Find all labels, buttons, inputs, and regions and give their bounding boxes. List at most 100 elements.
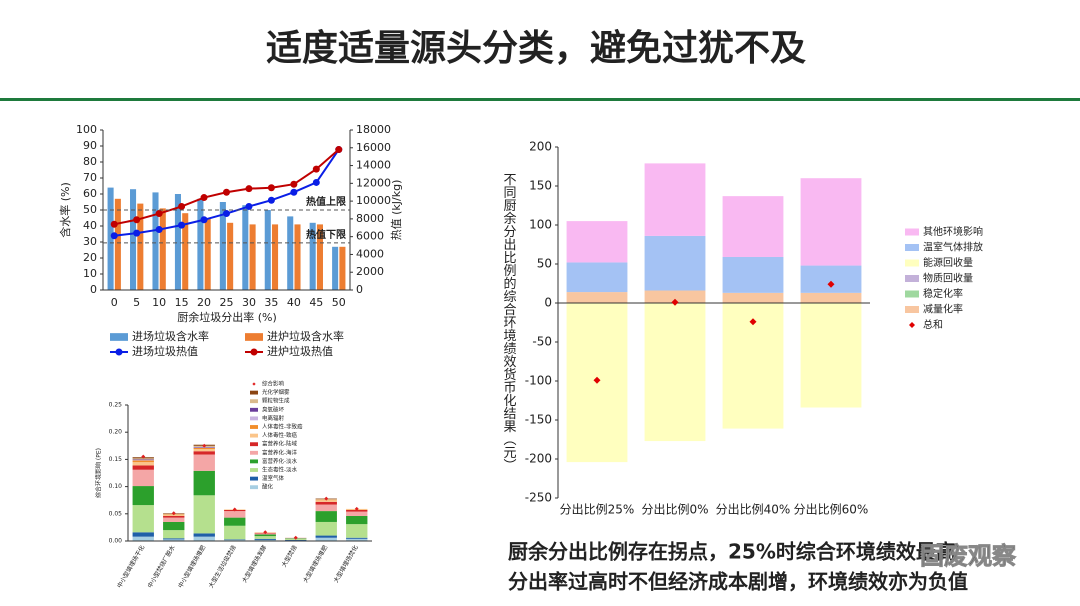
legend-label: 总和	[923, 318, 943, 331]
slide-title: 适度适量源头分类，避免过犹不及	[266, 28, 806, 69]
x-tick-label: 10	[152, 296, 166, 309]
bar	[272, 224, 279, 290]
legend-label: 能源回收量	[923, 256, 973, 269]
legend-swatch	[250, 442, 258, 447]
legend-label: 颗粒物生成	[262, 397, 290, 405]
legend-swatch	[250, 416, 258, 421]
x-tick-label: 40	[287, 296, 301, 309]
point	[324, 496, 329, 501]
legend-label: 减量化率	[923, 303, 963, 316]
legend-swatch	[250, 407, 258, 412]
bar	[644, 303, 706, 442]
y-tick-label: 70	[83, 171, 97, 184]
x-tick-label: 0	[111, 296, 118, 309]
bar	[219, 202, 226, 290]
legend-swatch	[250, 485, 258, 490]
bar	[566, 221, 628, 263]
legend-swatch	[905, 290, 919, 298]
bar	[346, 538, 368, 541]
y-tick-label: 150	[529, 179, 552, 193]
point	[749, 318, 757, 326]
legend-label: 稳定化率	[923, 287, 963, 300]
y-tick-label: 60	[83, 187, 97, 200]
bar	[132, 536, 154, 541]
bar	[224, 511, 246, 518]
legend-swatch	[250, 390, 258, 395]
bar	[294, 224, 301, 290]
legend-swatch	[905, 228, 919, 236]
y2-tick-label: 0	[356, 283, 363, 296]
legend-label: 进场垃圾热值	[132, 344, 198, 358]
line-point	[200, 194, 208, 202]
line-point	[200, 216, 208, 224]
legend-swatch	[250, 348, 258, 356]
bar	[346, 511, 368, 516]
line-point	[155, 210, 163, 218]
legend-swatch	[250, 399, 258, 404]
legend-label: 进场垃圾含水率	[132, 329, 209, 343]
legend-label: 进炉垃圾含水率	[267, 329, 344, 343]
bar	[193, 447, 215, 450]
bar	[644, 290, 706, 303]
line-point	[133, 216, 141, 224]
point	[827, 280, 835, 288]
bar	[163, 521, 185, 531]
bar	[193, 449, 215, 452]
legend-label: 富营养化-淡水	[262, 457, 297, 465]
y-tick-label: 0	[90, 283, 97, 296]
y-tick-label: -100	[525, 374, 552, 388]
legend-label: 温室气体	[262, 474, 285, 482]
y-axis-title: 不同厨余分出比例的综合环境绩效货币化结果（元）	[501, 173, 517, 472]
line-point	[267, 196, 275, 204]
bar	[114, 198, 121, 290]
x-tick-label: 15	[175, 296, 189, 309]
line-point	[312, 178, 320, 186]
bar	[722, 256, 784, 293]
bar	[644, 235, 706, 291]
bar	[249, 224, 256, 290]
bar	[346, 515, 368, 525]
x-tick-label: 分出比例25%	[560, 503, 635, 517]
bar	[566, 292, 628, 303]
y-tick-label: -250	[525, 491, 552, 505]
bar	[132, 486, 154, 506]
bar	[163, 514, 185, 516]
y-tick-label: 100	[76, 123, 97, 136]
bar	[107, 187, 114, 290]
line-point	[178, 202, 186, 210]
y-tick-label: 90	[83, 139, 97, 152]
bar	[800, 178, 862, 266]
y-tick-label: 10	[83, 267, 97, 280]
legend-label: 电离辐射	[262, 414, 285, 422]
legend-swatch	[250, 450, 258, 455]
y2-tick-label: 10000	[356, 194, 391, 207]
bar	[193, 470, 215, 496]
x-tick-label: 45	[309, 296, 323, 309]
y-tick-label: 0.00	[109, 538, 123, 545]
x-tick-label: 分出比例60%	[794, 503, 869, 517]
legend-swatch	[250, 433, 258, 438]
y-tick-label: 0.20	[109, 429, 123, 436]
line-point	[110, 220, 118, 228]
line-point	[155, 226, 163, 234]
bar	[316, 224, 323, 290]
y-tick-label: 0.05	[109, 510, 123, 517]
y2-tick-label: 2000	[356, 265, 384, 278]
bar	[644, 163, 706, 236]
bar	[163, 517, 185, 522]
legend-label: 综合影响	[262, 380, 285, 388]
legend-label: 臭氧破坏	[262, 405, 285, 413]
y-tick-label: 100	[529, 218, 552, 232]
line-point	[312, 165, 320, 173]
line-point	[290, 180, 298, 188]
bar	[309, 222, 316, 290]
y2-tick-label: 8000	[356, 212, 384, 225]
bar	[132, 459, 154, 460]
bar	[254, 538, 276, 540]
title-rule	[0, 98, 1080, 101]
bar	[193, 533, 215, 537]
bar	[315, 511, 337, 522]
bar	[163, 515, 185, 518]
line-point	[223, 210, 230, 218]
bar	[163, 538, 185, 540]
